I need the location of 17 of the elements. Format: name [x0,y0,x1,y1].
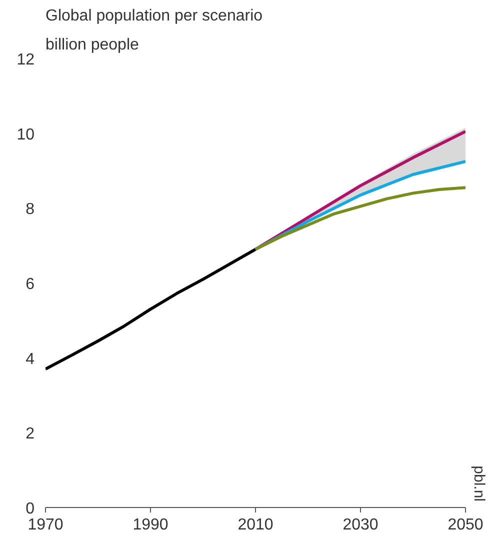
x-tick-label: 1990 [132,516,168,534]
y-tick-label: 6 [26,276,35,293]
line-series [46,248,257,371]
y-tick-label: 2 [26,426,35,443]
x-tick-label: 2050 [448,516,484,534]
x-tick-label: 2030 [342,516,378,534]
y-tick-label: 8 [26,201,35,218]
y-tick-label: 12 [16,52,35,68]
text: pbl.nl [470,466,488,502]
y-tick-label: 4 [26,350,35,368]
x-tick-label: 1970 [28,516,64,534]
x-tick-label: 2010 [238,516,274,534]
y-tick-label: 0 [26,500,35,518]
y-axis-title: billion people [46,36,140,54]
chart-title: Global population per scenario [46,8,263,24]
y-tick-label: 10 [16,126,35,144]
line-series [254,186,466,251]
